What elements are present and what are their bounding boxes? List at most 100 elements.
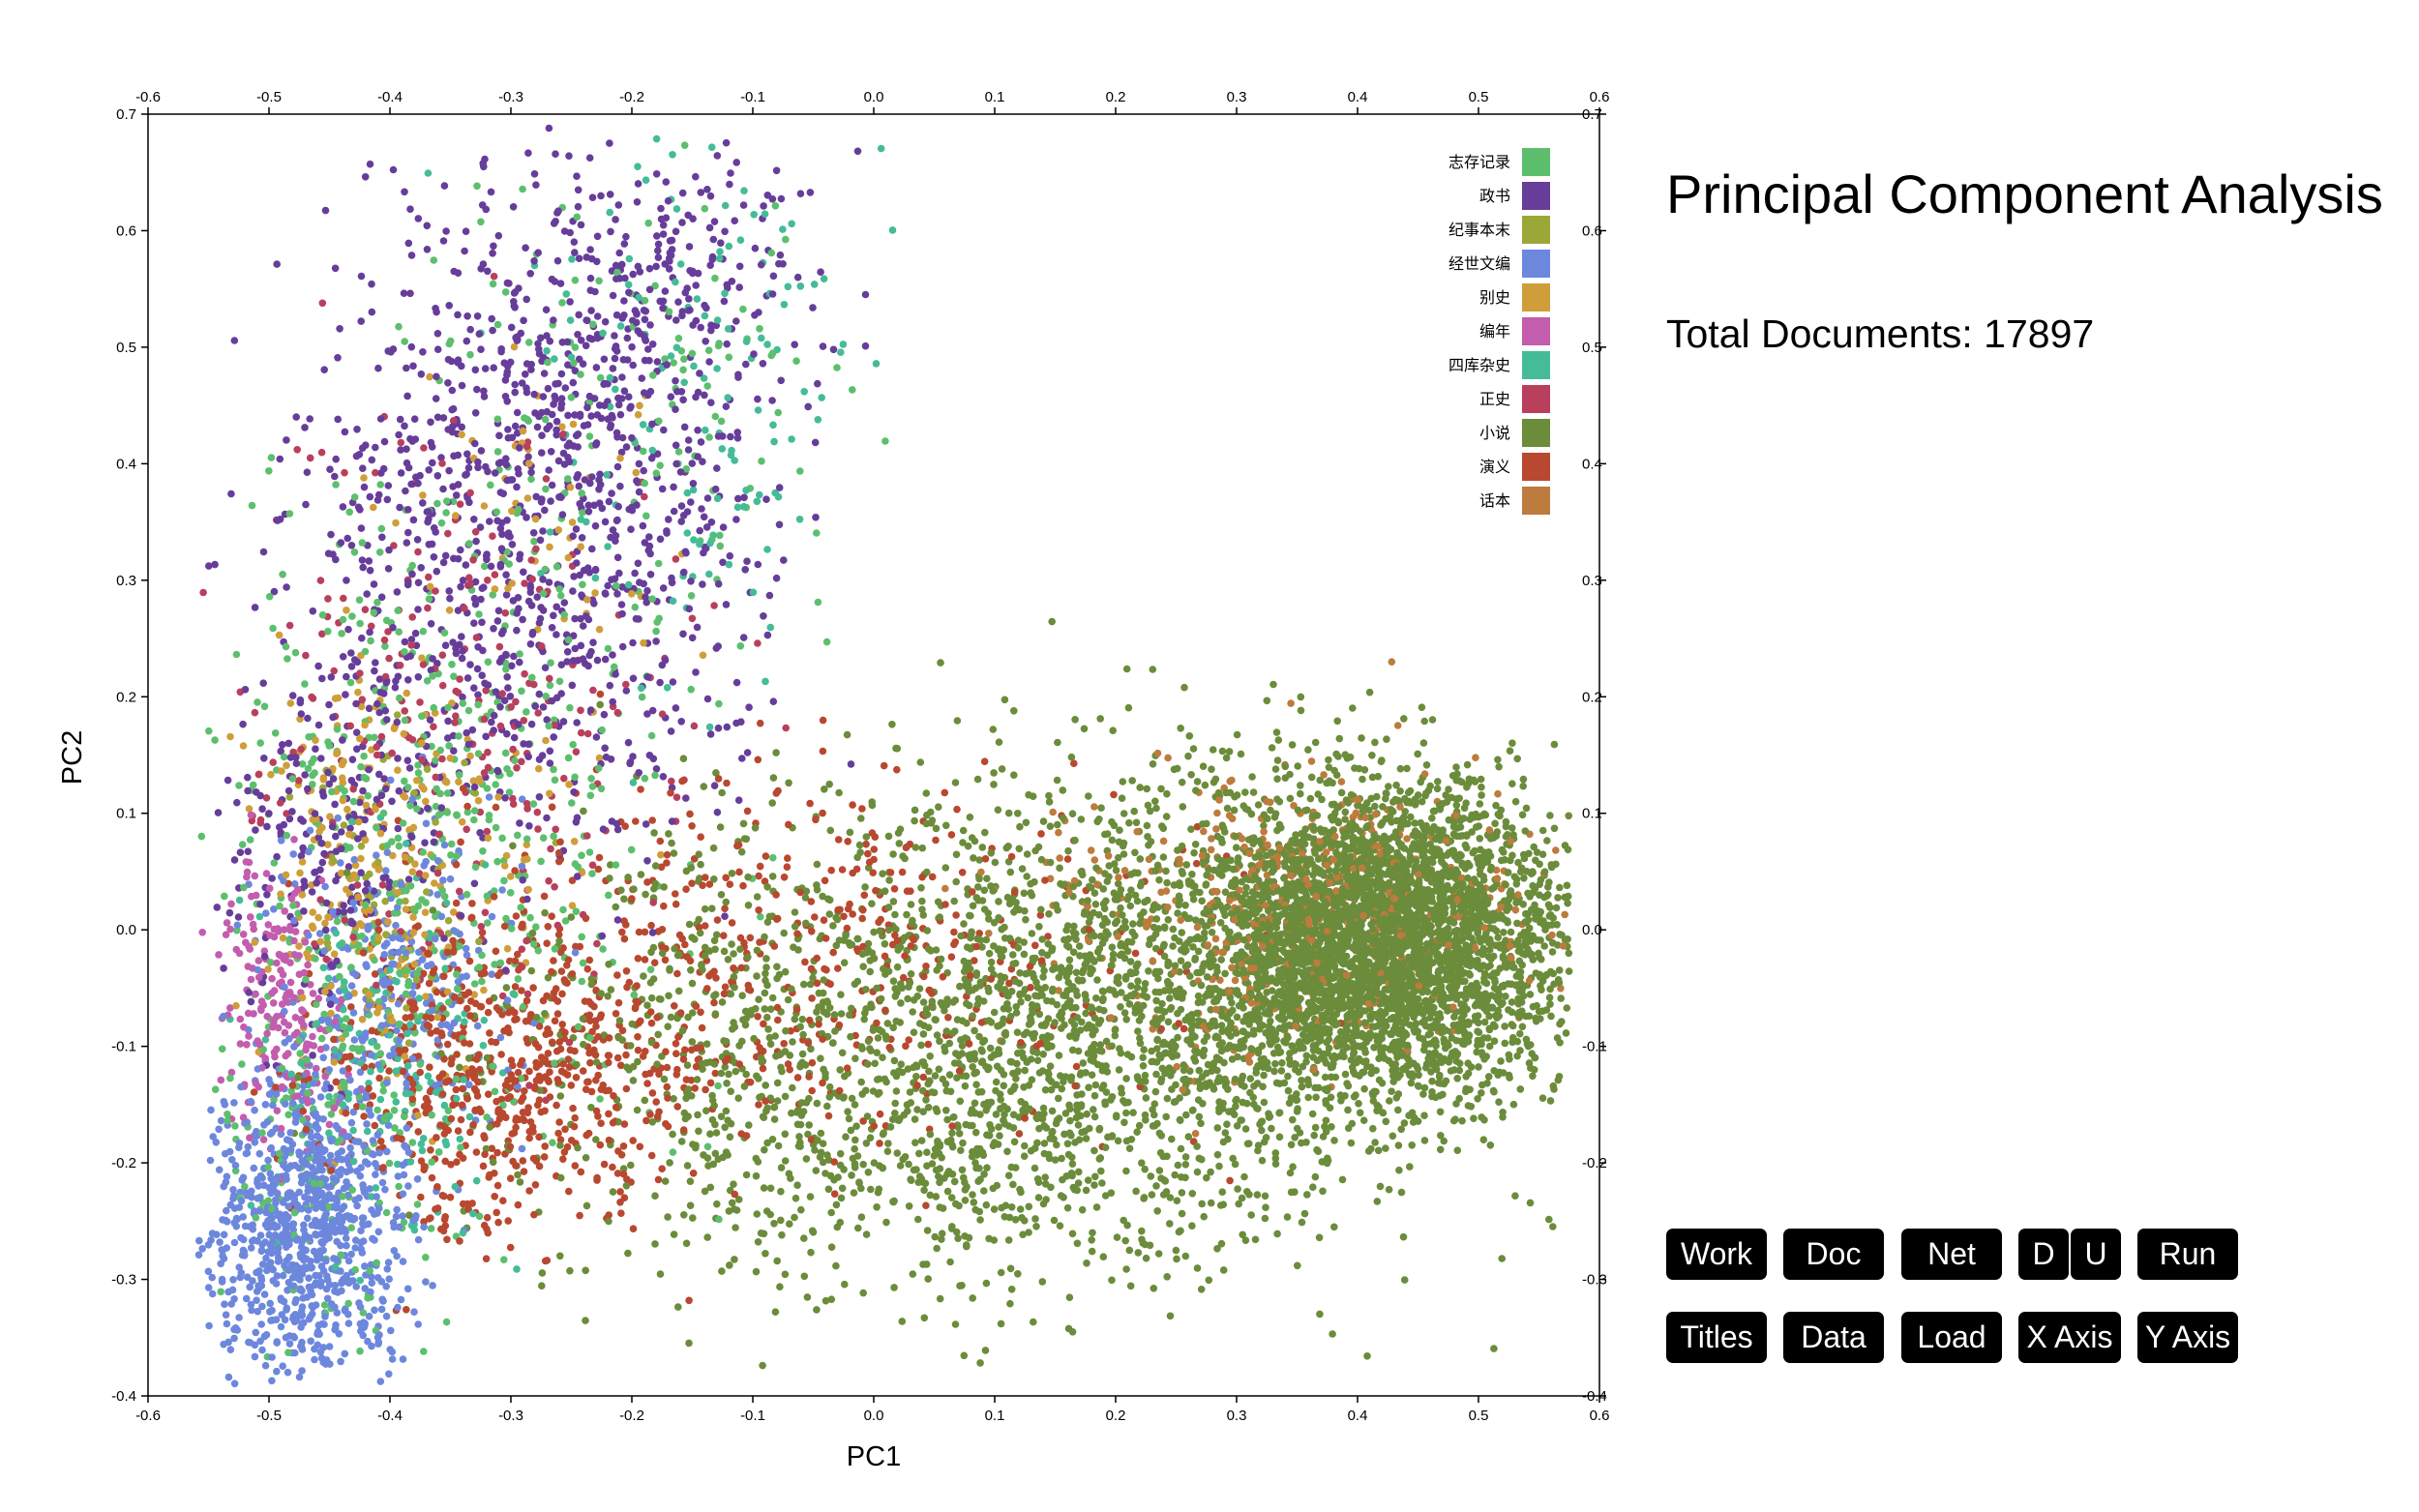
data-point <box>416 698 424 706</box>
data-point <box>578 933 585 941</box>
data-point <box>291 1298 299 1307</box>
data-point <box>1167 1072 1175 1080</box>
data-point <box>451 719 459 726</box>
data-point <box>463 312 471 320</box>
data-point <box>819 809 826 817</box>
data-point <box>1550 1085 1558 1093</box>
data-point <box>480 986 488 994</box>
data-point <box>1032 1223 1040 1230</box>
data-point <box>548 912 555 920</box>
data-point <box>387 1326 395 1335</box>
data-point <box>969 1294 976 1302</box>
data-point <box>825 1082 834 1091</box>
data-point <box>271 1052 279 1061</box>
data-point <box>350 493 359 501</box>
data-point <box>462 227 470 235</box>
data-point <box>1285 1099 1294 1108</box>
data-point <box>696 526 703 535</box>
data-point <box>973 775 982 784</box>
data-point <box>546 1029 553 1037</box>
data-point <box>603 471 611 479</box>
data-point <box>519 1157 527 1165</box>
data-point <box>919 1073 928 1082</box>
data-point <box>941 788 949 797</box>
data-point <box>402 990 410 998</box>
data-point <box>595 277 603 285</box>
data-point <box>1307 757 1316 765</box>
data-point <box>382 1312 391 1320</box>
data-point <box>1020 938 1028 946</box>
data-point <box>1563 881 1571 890</box>
data-point <box>632 468 641 477</box>
data-point <box>744 953 752 962</box>
data-point <box>284 1111 293 1119</box>
data-point <box>750 350 758 358</box>
data-point <box>244 847 253 855</box>
data-point <box>624 738 633 747</box>
data-point <box>410 961 419 968</box>
data-point <box>484 919 492 927</box>
data-point <box>732 159 740 166</box>
data-point <box>378 1295 387 1304</box>
data-point <box>1108 836 1117 845</box>
data-point <box>217 1116 225 1125</box>
data-point <box>324 595 332 603</box>
data-point <box>1009 951 1017 959</box>
data-point <box>1251 1235 1260 1244</box>
data-point <box>265 467 273 475</box>
data-point <box>1486 1141 1495 1149</box>
data-point <box>458 633 465 640</box>
data-point <box>1258 1042 1267 1050</box>
data-point <box>409 516 418 524</box>
data-point <box>610 663 618 671</box>
data-point <box>1434 778 1442 786</box>
data-point <box>220 964 227 972</box>
data-point <box>1083 1260 1090 1267</box>
data-point <box>1006 1012 1015 1021</box>
data-point <box>679 630 687 638</box>
data-point <box>394 999 403 1008</box>
data-point <box>383 848 392 856</box>
data-point <box>760 612 767 620</box>
data-point <box>198 929 206 936</box>
data-point <box>500 1256 508 1263</box>
data-point <box>1054 738 1061 747</box>
data-point <box>632 817 640 825</box>
data-point <box>718 445 727 453</box>
data-point <box>340 902 347 909</box>
data-point <box>893 765 901 774</box>
data-point <box>859 963 867 970</box>
data-point <box>982 1279 991 1288</box>
data-point <box>552 150 559 158</box>
data-point <box>1056 1222 1064 1230</box>
data-point <box>403 392 411 400</box>
data-point <box>247 975 255 984</box>
data-point <box>230 1334 238 1343</box>
data-point <box>277 837 285 845</box>
data-point <box>969 902 977 910</box>
data-point <box>404 239 413 248</box>
data-point <box>825 910 834 918</box>
data-point <box>617 1209 625 1217</box>
data-point <box>1058 1154 1065 1163</box>
data-point <box>538 431 546 440</box>
data-point <box>853 147 862 156</box>
data-point <box>564 475 572 483</box>
data-point <box>556 1252 564 1260</box>
data-point <box>683 1162 692 1170</box>
data-point <box>934 898 942 906</box>
data-point <box>868 1003 876 1012</box>
data-point <box>612 1010 620 1018</box>
data-point <box>772 166 781 175</box>
data-point <box>718 788 726 797</box>
data-point <box>642 512 650 520</box>
data-point <box>560 976 569 984</box>
data-point <box>946 1087 955 1096</box>
data-point <box>568 799 576 807</box>
data-point <box>1134 1249 1143 1257</box>
data-point <box>1129 920 1137 928</box>
data-point <box>909 1270 917 1278</box>
data-point <box>1051 1019 1059 1026</box>
data-point <box>466 1128 474 1137</box>
